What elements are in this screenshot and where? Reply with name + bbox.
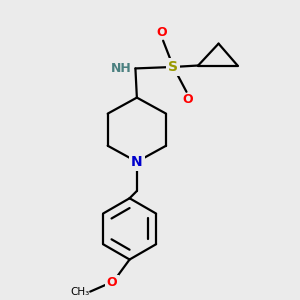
Text: N: N [131,155,143,169]
Text: O: O [183,93,193,106]
Text: CH₃: CH₃ [70,286,90,297]
Text: NH: NH [111,62,132,75]
Text: S: S [168,60,178,74]
Text: O: O [156,26,167,39]
Text: O: O [107,276,117,290]
